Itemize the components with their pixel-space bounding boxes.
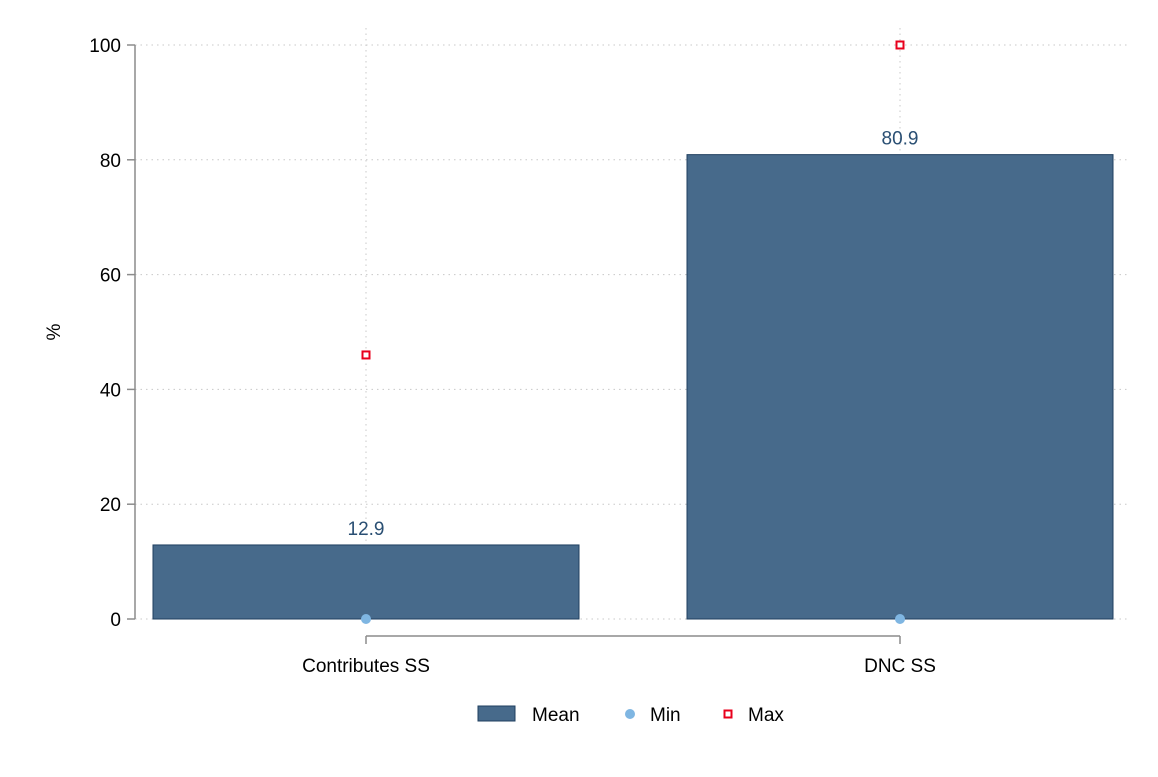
bar-data-label: 12.9 xyxy=(348,519,385,540)
y-tick-label: 0 xyxy=(110,610,121,631)
labels: 12.9 80.9 xyxy=(348,129,919,540)
x-tick-label: DNC SS xyxy=(864,656,936,677)
point-max xyxy=(895,40,905,50)
bar-mean xyxy=(152,544,580,620)
legend-label-mean: Mean xyxy=(532,705,580,726)
point-max xyxy=(361,350,371,360)
legend-swatch-min xyxy=(625,709,635,719)
bar-data-label: 80.9 xyxy=(882,129,919,150)
y-tick-label: 20 xyxy=(100,495,121,516)
y-tick-label: 40 xyxy=(100,380,121,401)
x-tick-label: Contributes SS xyxy=(302,656,430,677)
legend-label-min: Min xyxy=(650,705,681,726)
legend-swatch-max xyxy=(723,709,733,719)
bars xyxy=(152,154,1114,620)
legend-swatch-mean xyxy=(477,705,516,722)
legend-label-max: Max xyxy=(748,705,784,726)
y-tick-label: 100 xyxy=(89,36,121,57)
point-min xyxy=(361,614,371,624)
points xyxy=(361,40,905,624)
y-tick-label: 80 xyxy=(100,151,121,172)
bar-mean xyxy=(686,154,1114,620)
y-axis-title: % xyxy=(44,323,65,340)
axes: 0 20 40 60 80 100% Contributes SS DNC SS xyxy=(44,36,936,677)
y-tick-label: 60 xyxy=(100,266,121,287)
legend: Mean Min Max xyxy=(477,705,784,726)
point-min xyxy=(895,614,905,624)
